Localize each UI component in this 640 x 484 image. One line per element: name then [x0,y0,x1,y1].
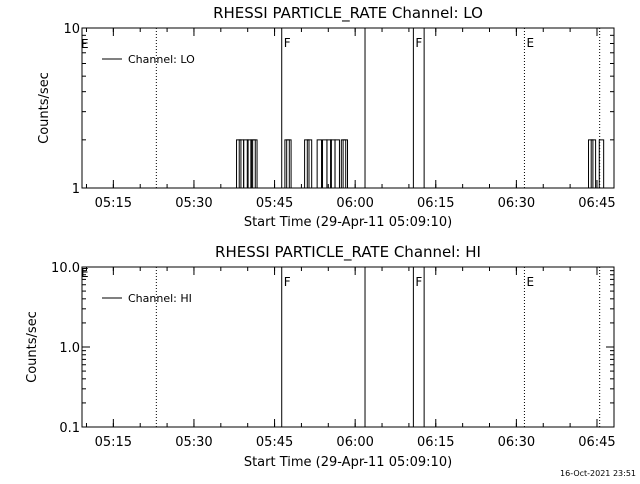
marker-flag: F [415,36,422,50]
x-tick-label: 05:30 [175,196,212,211]
y-axis-label: Counts/sec [37,72,52,144]
x-tick-label: 05:45 [256,196,293,211]
y-tick-label: 1 [72,182,80,197]
y-tick-label: 0.1 [59,421,80,436]
data-spike [306,139,313,188]
data-spike [286,139,292,188]
data-spike [252,139,258,188]
marker-flag: E [526,36,534,50]
marker-flag: F [284,36,291,50]
panel-lo: RHESSI PARTICLE_RATE Channel: LO Start T… [37,4,616,230]
legend-label: Channel: HI [128,292,192,305]
x-axis-label: Start Time (29-Apr-11 05:09:10) [244,455,452,470]
plot-frame [81,266,615,428]
legend-label: Channel: LO [128,53,195,66]
x-tick-label: 05:30 [175,435,212,450]
start-flag: E [81,266,89,280]
data-spike [590,139,597,188]
x-tick-label: 06:45 [578,196,615,211]
marker-flag: F [284,275,291,289]
footer-timestamp: 16-Oct-2021 23:51 [560,469,636,478]
x-tick-label: 05:15 [95,435,132,450]
x-tick-label: 06:30 [498,196,535,211]
data-spike [598,139,605,188]
data-spike [326,139,332,188]
y-tick-label: 10 [63,22,80,37]
y-tick-label: 10.0 [51,261,80,276]
x-axis-label: Start Time (29-Apr-11 05:09:10) [244,215,452,230]
data-spike [334,139,340,188]
data-spike [243,139,249,188]
marker-flag: F [415,275,422,289]
data-spike [322,139,328,188]
x-tick-label: 06:00 [336,196,373,211]
x-tick-label: 06:15 [417,435,454,450]
y-axis-label: Counts/sec [25,311,40,383]
data-spike [246,139,253,188]
data-spike [316,139,323,188]
chart-title: RHESSI PARTICLE_RATE Channel: HI [215,243,481,262]
x-tick-label: 06:30 [498,435,535,450]
x-tick-label: 06:15 [417,196,454,211]
marker-flag: E [526,275,534,289]
x-tick-label: 05:15 [95,196,132,211]
x-tick-label: 06:45 [578,435,615,450]
chart-title: RHESSI PARTICLE_RATE Channel: LO [213,4,483,23]
x-tick-label: 06:00 [336,435,373,450]
y-tick-label: 1.0 [59,341,80,356]
data-spike [342,139,349,188]
panel-hi: RHESSI PARTICLE_RATE Channel: HI Start T… [25,243,616,470]
x-tick-label: 05:45 [256,435,293,450]
